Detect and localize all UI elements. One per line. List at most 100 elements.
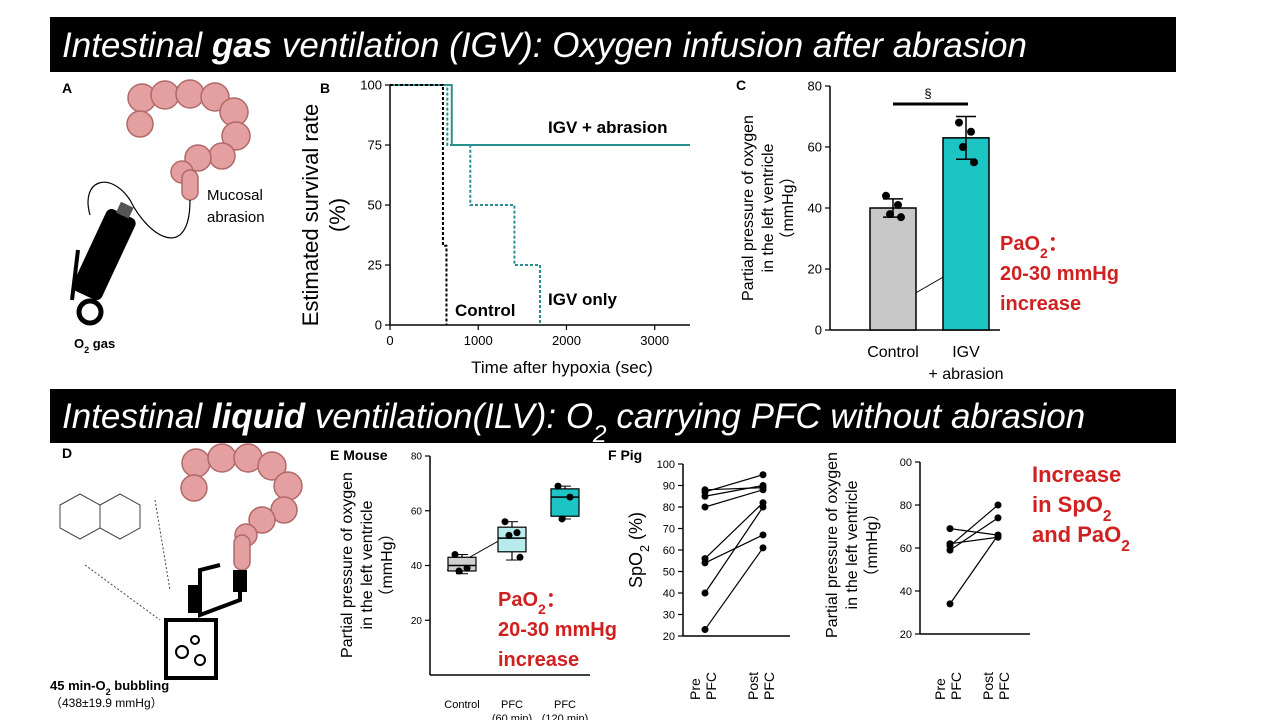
x-tick-label: PFC — [761, 672, 777, 700]
header-bar — [50, 389, 1176, 443]
y-axis-label: SpO2 (%) — [626, 512, 652, 588]
x-tick-label: (60 min) — [492, 713, 532, 720]
section-title-part: carrying PFC without abrasion — [607, 397, 1086, 436]
y-tick-label: 100 — [657, 459, 675, 471]
gas-cylinder — [72, 201, 136, 301]
x-tick-label: + abrasion — [928, 366, 1003, 383]
y-tick-label: 40 — [900, 586, 912, 598]
annotation-part: ： — [546, 589, 566, 611]
y-tick-label: 50 — [663, 566, 675, 578]
connector — [233, 570, 247, 592]
annotation: increase — [498, 649, 579, 671]
x-tick-label: Pre — [687, 678, 703, 700]
x-tick-label: 0 — [386, 333, 393, 348]
annotation-part: in SpO — [1032, 492, 1103, 517]
y-tick-label: 80 — [808, 79, 822, 94]
colon-segment — [257, 451, 287, 481]
illustration-label: 45 min-O2 bubbling — [50, 678, 169, 697]
rectum — [233, 534, 251, 571]
illustration-label: （438±19.9 mmHg） — [50, 696, 163, 710]
bubble — [190, 635, 200, 645]
y-tick-label: 25 — [368, 258, 382, 273]
data-point — [959, 143, 967, 151]
colon-segment — [126, 110, 154, 138]
y-axis-label: in the left ventricle — [760, 143, 777, 272]
illustration-label-part: bubbling — [111, 678, 170, 693]
y-tick-label: 50 — [368, 198, 382, 213]
colon-segment — [273, 471, 303, 501]
header-bar — [50, 17, 1176, 72]
pair-line — [949, 536, 999, 545]
data-point — [701, 626, 709, 634]
pair-line — [949, 517, 999, 551]
data-point — [501, 518, 509, 526]
y-axis-label: Partial pressure of oxygen — [824, 452, 841, 638]
illustration-label: Mucosal — [207, 187, 263, 204]
annotation-part: and PaO — [1032, 522, 1121, 547]
panel-label: F Pig — [608, 447, 642, 463]
annotation-subscript: 2 — [1121, 538, 1130, 555]
data-point — [759, 471, 767, 479]
panel-label: A — [62, 80, 72, 96]
y-tick-label: 60 — [663, 545, 675, 557]
y-axis-label-subscript: 2 — [638, 545, 652, 552]
cart-handle — [70, 249, 80, 301]
data-point — [701, 503, 709, 511]
data-point — [955, 118, 963, 127]
colon-segment — [184, 144, 212, 172]
y-tick-label: 70 — [663, 523, 675, 535]
pointer-line — [154, 499, 171, 591]
panel-label: B — [320, 80, 330, 96]
cart-wheel — [76, 298, 104, 326]
box — [550, 488, 580, 517]
data-point — [554, 482, 562, 490]
pair-line — [704, 489, 764, 508]
y-tick-label: 80 — [900, 500, 912, 512]
survival-line — [390, 84, 541, 325]
gas-tube — [87, 181, 191, 239]
section-title: Intestinal liquid ventilation(ILV): O2 c… — [62, 397, 1085, 448]
data-point — [701, 492, 709, 500]
data-point — [701, 589, 709, 597]
data-point — [994, 531, 1002, 539]
data-point — [946, 525, 954, 533]
data-point — [894, 200, 902, 209]
box — [447, 556, 477, 572]
y-tick-label: 0 — [815, 323, 822, 338]
pair-line — [949, 534, 999, 605]
colon-segment — [207, 443, 237, 473]
y-tick-label: 60 — [808, 140, 822, 155]
data-point — [759, 531, 767, 539]
section-title-part: ventilation (IGV): Oxygen infusion after… — [272, 26, 1027, 65]
annotation: PaO2： — [498, 589, 566, 617]
panel-label: C — [736, 77, 746, 93]
data-point — [759, 486, 767, 494]
annotation: increase — [1000, 293, 1081, 315]
pair-line — [704, 534, 764, 564]
x-tick-label: 3000 — [640, 333, 669, 348]
y-tick-label: 20 — [411, 616, 423, 627]
x-tick-label: IGV — [952, 344, 980, 361]
pair-line — [704, 547, 764, 630]
x-tick-label: Control — [444, 699, 479, 711]
x-axis-label: Time after hypoxia (sec) — [471, 358, 653, 377]
y-tick-label: 00 — [900, 457, 912, 469]
y-tick-label: 40 — [808, 201, 822, 216]
section-title-subscript: 2 — [592, 421, 607, 448]
x-tick-label: PFC — [501, 699, 523, 711]
series-label: IGV + abrasion — [548, 118, 668, 137]
panel-label: E Mouse — [330, 447, 388, 463]
data-point — [886, 210, 894, 219]
annotation: in SpO2 — [1032, 492, 1111, 525]
illustration-label: abrasion — [207, 209, 265, 226]
x-tick-label: PFC — [948, 672, 964, 700]
colon-segment — [181, 448, 211, 478]
survival-line — [390, 84, 448, 325]
pair-line — [704, 502, 764, 560]
y-tick-label: 80 — [411, 452, 423, 463]
data-point — [897, 213, 905, 222]
x-tick-label: Control — [867, 344, 919, 361]
colon-illustration — [126, 79, 251, 201]
x-tick-label: PFC — [996, 672, 1012, 700]
data-point — [566, 493, 574, 501]
